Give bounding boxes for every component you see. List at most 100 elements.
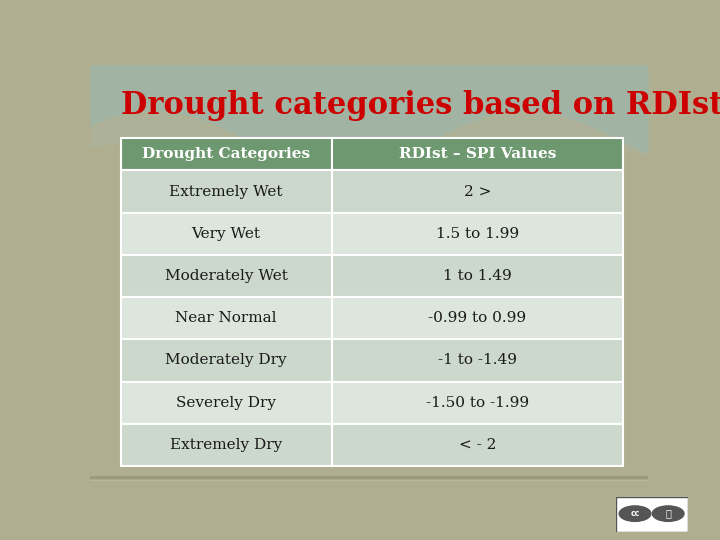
Bar	[90, 478, 648, 481]
Bar	[90, 477, 648, 479]
Bar	[90, 477, 648, 480]
Bar	[90, 478, 648, 480]
Bar	[90, 478, 648, 480]
Bar	[90, 477, 648, 480]
Bar	[90, 478, 648, 481]
Bar	[90, 477, 648, 479]
Bar	[90, 478, 648, 481]
Bar	[121, 171, 332, 213]
Bar	[90, 478, 648, 480]
Bar	[90, 477, 648, 480]
Text: Drought Categories: Drought Categories	[142, 147, 310, 161]
Bar	[90, 476, 648, 478]
Bar	[90, 477, 648, 480]
Text: Near Normal: Near Normal	[176, 311, 277, 325]
Bar	[90, 477, 648, 479]
Bar	[332, 424, 623, 466]
Bar	[90, 477, 648, 479]
Bar	[90, 477, 648, 479]
Bar	[90, 477, 648, 480]
Bar	[90, 478, 648, 480]
Bar	[90, 478, 648, 480]
Bar	[90, 477, 648, 480]
Bar	[90, 477, 648, 479]
Bar	[90, 477, 648, 479]
Bar	[90, 477, 648, 480]
Bar	[332, 213, 623, 255]
Bar	[90, 477, 648, 479]
Bar	[121, 424, 332, 466]
Bar	[90, 477, 648, 479]
Bar	[90, 477, 648, 479]
Bar	[90, 477, 648, 479]
Bar	[90, 478, 648, 480]
Bar	[90, 478, 648, 481]
Bar	[90, 477, 648, 480]
Bar	[90, 478, 648, 480]
Bar	[90, 477, 648, 480]
Bar	[90, 478, 648, 481]
Bar	[90, 476, 648, 478]
Bar	[90, 478, 648, 480]
Bar	[90, 477, 648, 480]
Bar	[90, 477, 648, 480]
Bar	[90, 477, 648, 480]
Bar	[90, 477, 648, 479]
Text: Moderately Wet: Moderately Wet	[165, 269, 287, 283]
Bar	[90, 478, 648, 481]
Bar	[90, 478, 648, 480]
Bar	[90, 478, 648, 480]
Text: 1 to 1.49: 1 to 1.49	[443, 269, 512, 283]
Bar	[90, 477, 648, 478]
Bar	[90, 477, 648, 480]
Bar	[90, 477, 648, 480]
Bar	[90, 477, 648, 479]
Bar	[90, 478, 648, 481]
Bar	[90, 477, 648, 480]
Bar	[90, 477, 648, 480]
Bar	[90, 477, 648, 480]
Bar	[90, 477, 648, 480]
Bar	[90, 477, 648, 478]
Bar	[90, 476, 648, 478]
Bar	[90, 477, 648, 480]
Bar	[90, 477, 648, 479]
Bar	[90, 478, 648, 481]
Bar	[90, 477, 648, 480]
Bar	[90, 477, 648, 479]
Bar	[90, 477, 648, 479]
Bar	[90, 478, 648, 480]
Bar	[121, 213, 332, 255]
Bar	[90, 477, 648, 479]
Bar	[90, 477, 648, 479]
Bar	[90, 478, 648, 481]
Bar	[90, 477, 648, 478]
Text: < - 2: < - 2	[459, 438, 496, 452]
Bar	[90, 476, 648, 478]
Text: -1 to -1.49: -1 to -1.49	[438, 354, 517, 367]
Bar	[90, 478, 648, 480]
Bar	[90, 477, 648, 480]
Bar	[90, 477, 648, 479]
Bar	[90, 477, 648, 479]
Bar	[90, 477, 648, 479]
Text: Extremely Dry: Extremely Dry	[170, 438, 282, 452]
Bar	[90, 476, 648, 478]
Bar	[90, 477, 648, 480]
Bar	[90, 478, 648, 480]
Bar	[90, 478, 648, 481]
Text: ⓘ: ⓘ	[665, 509, 671, 518]
Bar	[90, 478, 648, 480]
Bar	[90, 478, 648, 480]
Bar	[90, 477, 648, 479]
Bar	[90, 478, 648, 481]
Circle shape	[619, 506, 651, 522]
Bar	[90, 478, 648, 480]
Bar	[90, 477, 648, 480]
Bar	[90, 478, 648, 480]
Bar	[90, 478, 648, 480]
Bar	[90, 477, 648, 480]
Text: Very Wet: Very Wet	[192, 227, 261, 241]
Bar	[90, 476, 648, 478]
Bar	[90, 478, 648, 480]
